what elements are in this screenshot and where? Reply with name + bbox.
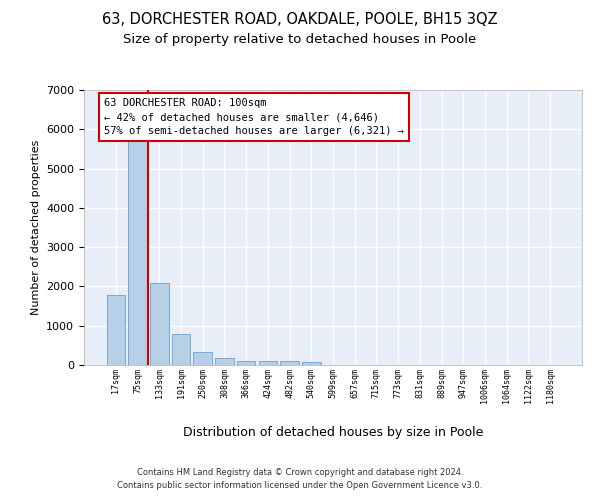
- Text: 63 DORCHESTER ROAD: 100sqm
← 42% of detached houses are smaller (4,646)
57% of s: 63 DORCHESTER ROAD: 100sqm ← 42% of deta…: [104, 98, 404, 136]
- Bar: [259, 361, 277, 365]
- Bar: [150, 284, 169, 365]
- Bar: [107, 296, 125, 365]
- Bar: [193, 352, 212, 365]
- Bar: [280, 362, 299, 365]
- Bar: [302, 362, 320, 365]
- Text: Size of property relative to detached houses in Poole: Size of property relative to detached ho…: [124, 32, 476, 46]
- Y-axis label: Number of detached properties: Number of detached properties: [31, 140, 41, 315]
- Bar: [172, 334, 190, 365]
- Bar: [128, 139, 147, 365]
- Text: 63, DORCHESTER ROAD, OAKDALE, POOLE, BH15 3QZ: 63, DORCHESTER ROAD, OAKDALE, POOLE, BH1…: [102, 12, 498, 28]
- Text: Distribution of detached houses by size in Poole: Distribution of detached houses by size …: [183, 426, 483, 439]
- Text: Contains HM Land Registry data © Crown copyright and database right 2024.: Contains HM Land Registry data © Crown c…: [137, 468, 463, 477]
- Bar: [237, 360, 256, 365]
- Bar: [215, 358, 233, 365]
- Text: Contains public sector information licensed under the Open Government Licence v3: Contains public sector information licen…: [118, 482, 482, 490]
